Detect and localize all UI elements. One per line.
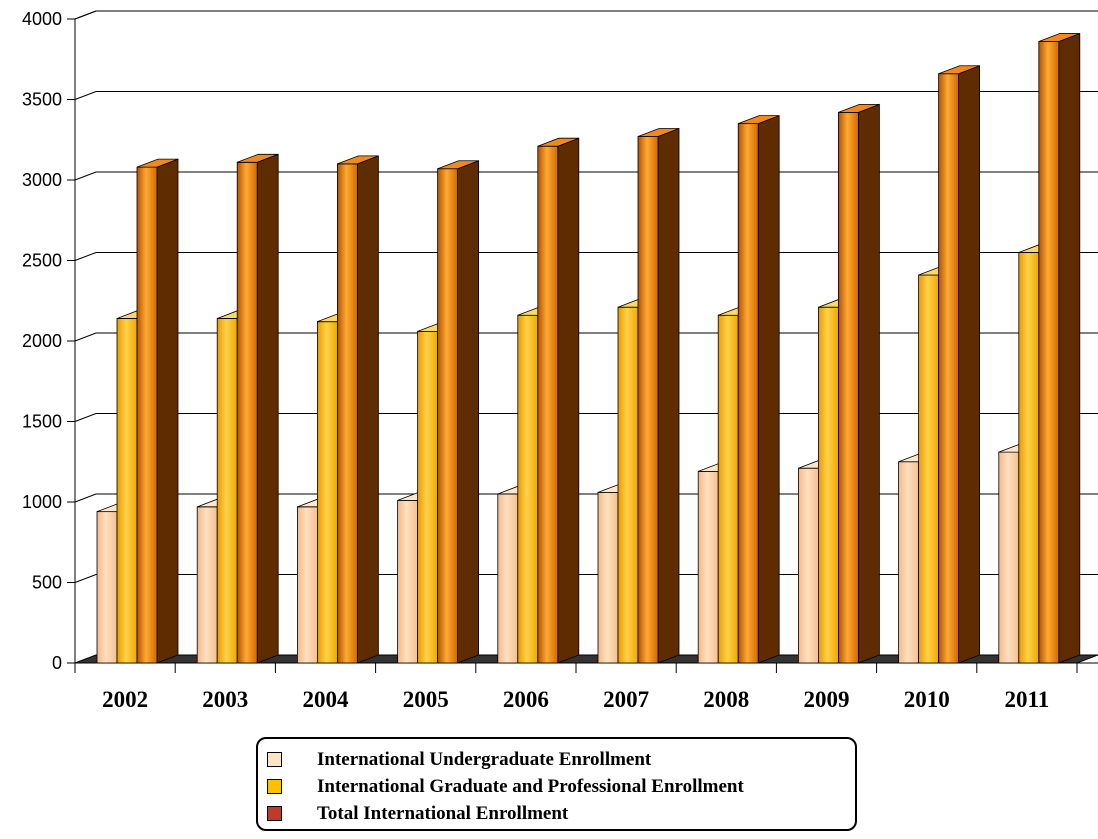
bar-front-face [337, 164, 357, 663]
legend-label-undergraduate: International Undergraduate Enrollment [317, 749, 651, 771]
y-tick-label: 1000 [22, 492, 62, 512]
bar-front-face [618, 307, 638, 663]
bar-side-face [257, 154, 278, 663]
bar-front-face [939, 74, 959, 663]
legend-swatch-undergraduate [267, 752, 282, 767]
bar-side-face [458, 161, 479, 663]
bar-front-face [1019, 252, 1039, 663]
bar-front-face [117, 318, 137, 663]
bar-side-face [959, 66, 980, 663]
legend-label-graduate: International Graduate and Professional … [317, 776, 744, 798]
gridline [75, 11, 1098, 19]
bar-side-face [157, 159, 178, 663]
legend-label-total: Total International Enrollment [317, 803, 568, 825]
legend-item-undergraduate: International Undergraduate Enrollment [267, 746, 855, 773]
y-tick-label: 1500 [22, 412, 62, 432]
bar-front-face [598, 492, 618, 663]
x-tick-label: 2010 [904, 687, 950, 712]
x-tick-label: 2011 [1005, 687, 1050, 712]
bar-front-face [438, 169, 458, 663]
y-tick-label: 500 [32, 573, 62, 593]
bar-side-face [758, 116, 779, 663]
x-tick-labels: 2002 2003 2004 2005 2006 2007 2008 2009 2010 2011 [102, 687, 1049, 712]
bar-front-face [518, 315, 538, 663]
bar-total-2008 [738, 116, 779, 663]
y-tick-label: 3500 [22, 90, 62, 110]
y-tick-label: 0 [52, 653, 62, 673]
x-tick-label: 2002 [102, 687, 148, 712]
bar-front-face [197, 507, 217, 663]
axis-depth-line [75, 11, 96, 19]
bar-front-face [538, 146, 558, 663]
bar-total-2005 [438, 161, 479, 663]
bar-front-face [418, 331, 438, 663]
legend-swatch-total [267, 806, 282, 821]
y-tick-label: 3000 [22, 170, 62, 190]
bar-front-face [919, 275, 939, 663]
bar-total-2009 [838, 104, 879, 663]
bar-front-face [217, 318, 237, 663]
legend: International Undergraduate Enrollment I… [256, 737, 857, 831]
bar-total-2007 [638, 129, 679, 663]
bar-front-face [738, 124, 758, 663]
bar-side-face [1059, 34, 1080, 663]
bar-front-face [798, 468, 818, 663]
bar-front-face [999, 452, 1019, 663]
bar-front-face [838, 112, 858, 663]
legend-item-total: Total International Enrollment [267, 800, 855, 827]
y-tick-label: 2500 [22, 251, 62, 271]
bar-total-2011 [1039, 34, 1080, 663]
x-tick-label: 2009 [804, 687, 850, 712]
bar-front-face [638, 137, 658, 663]
legend-item-graduate: International Graduate and Professional … [267, 773, 855, 800]
bar-front-face [899, 462, 919, 663]
x-tick-label: 2008 [703, 687, 749, 712]
bar-front-face [718, 315, 738, 663]
bar-side-face [658, 129, 679, 663]
bar-front-face [698, 471, 718, 663]
bar-side-face [558, 138, 579, 663]
bar-total-2004 [337, 156, 378, 663]
y-tick-labels: 0 500 1000 1500 2000 2500 3000 3500 4000 [22, 9, 62, 673]
legend-swatch-graduate [267, 779, 282, 794]
bar-total-2003 [237, 154, 278, 663]
bar-front-face [137, 167, 157, 663]
bars [97, 34, 1080, 663]
y-tick-label: 2000 [22, 331, 62, 351]
x-tick-label: 2003 [202, 687, 248, 712]
bar-front-face [818, 307, 838, 663]
x-tick-label: 2005 [403, 687, 449, 712]
bar-total-2002 [137, 159, 178, 663]
bar-side-face [858, 104, 879, 663]
bar-front-face [297, 507, 317, 663]
bar-front-face [398, 500, 418, 663]
bar-front-face [1039, 42, 1059, 663]
y-tick-label: 4000 [22, 9, 62, 29]
bar-side-face [357, 156, 378, 663]
bar-front-face [237, 162, 257, 663]
x-tick-label: 2007 [603, 687, 649, 712]
x-tick-label: 2006 [503, 687, 549, 712]
bar-total-2010 [939, 66, 980, 663]
bar-front-face [498, 494, 518, 663]
bar-total-2006 [538, 138, 579, 663]
bar-front-face [317, 322, 337, 663]
bar-front-face [97, 512, 117, 663]
x-tick-label: 2004 [303, 687, 350, 712]
